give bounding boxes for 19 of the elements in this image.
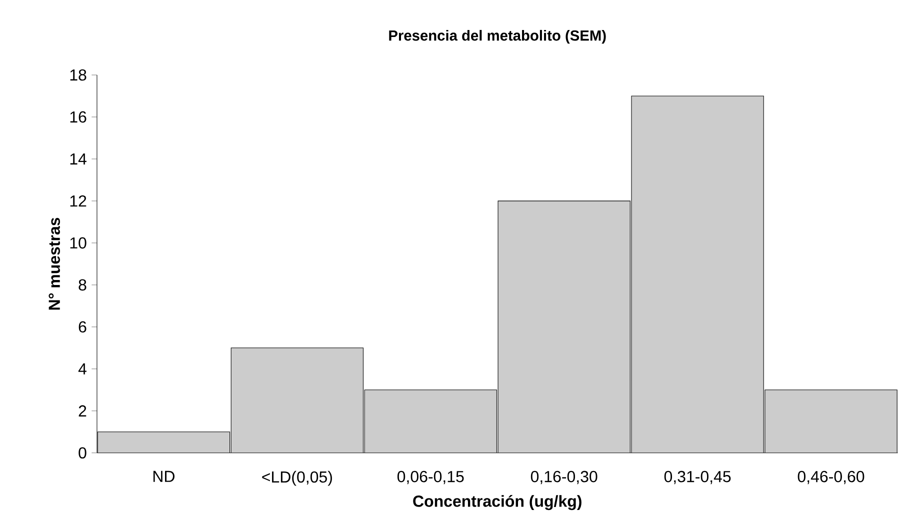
y-tick-label: 6 — [78, 321, 86, 333]
x-axis-title: Concentración (ug/kg) — [413, 495, 582, 510]
y-tick-label: 2 — [78, 405, 86, 417]
y-tick-label: 0 — [78, 447, 86, 459]
x-tick-label: 0,46-0,60 — [798, 470, 864, 484]
y-tick-label: 4 — [78, 363, 86, 374]
y-tick-label: 12 — [70, 195, 86, 207]
y-axis-title: N° muestras — [48, 218, 60, 310]
x-tick-label: 0,16-0,30 — [530, 470, 598, 484]
x-tick-label: ND — [153, 470, 174, 482]
y-tick-label: 18 — [70, 69, 86, 81]
y-tick-label: 16 — [70, 111, 86, 123]
y-tick-label: 14 — [70, 154, 86, 165]
x-tick-label: 0,31-0,45 — [664, 470, 731, 484]
x-tick-label: <LD(0,05) — [262, 470, 332, 486]
y-tick-label: 8 — [78, 279, 86, 291]
y-tick-label: 10 — [70, 237, 86, 249]
chart-title: Presencia del metabolito (SEM) — [389, 30, 606, 44]
x-tick-label: 0,06-0,15 — [397, 470, 464, 484]
